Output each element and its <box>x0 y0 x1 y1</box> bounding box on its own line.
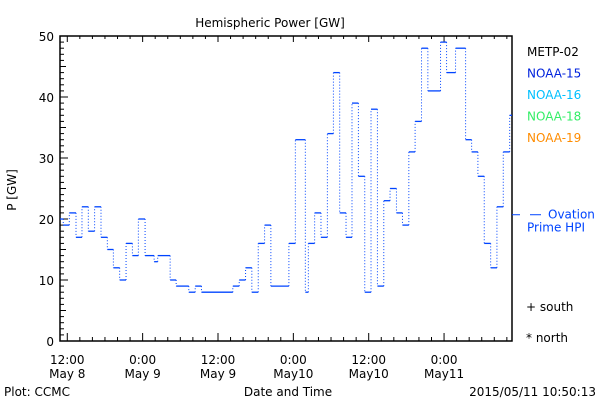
legend: METP-02 NOAA-15 NOAA-16 NOAA-18 NOAA-19 <box>527 45 581 145</box>
ovation-label-2: Prime HPI <box>527 221 585 235</box>
legend-entry: NOAA-19 <box>527 131 581 145</box>
x-tick-label-date: May 9 <box>125 367 161 381</box>
legend-entry: NOAA-16 <box>527 88 581 102</box>
plot-frame <box>59 35 513 342</box>
x-tick-label-time: 0:00 <box>129 353 156 367</box>
footer-timestamp: 2015/05/11 10:50:13 <box>469 385 596 399</box>
legend-entry: NOAA-15 <box>527 67 581 81</box>
x-tick-label-time: 0:00 <box>431 353 458 367</box>
footer-plot-credit: Plot: CCMC <box>4 385 70 399</box>
y-tick-label: 40 <box>39 91 54 105</box>
x-tick-label-date: May10 <box>349 367 389 381</box>
chart-title: Hemispheric Power [GW] <box>195 16 345 30</box>
legend-entry: METP-02 <box>527 45 579 59</box>
y-tick-label: 30 <box>39 152 54 166</box>
x-tick-label-time: 12:00 <box>50 353 85 367</box>
y-tick-label: 10 <box>39 274 54 288</box>
x-tick-label-time: 12:00 <box>201 353 236 367</box>
south-marker-label: + south <box>526 300 573 314</box>
north-marker-label: * north <box>526 331 568 345</box>
y-axis-label: P [GW] <box>5 169 19 211</box>
y-tick-label: 50 <box>39 30 54 44</box>
x-tick-label-date: May 9 <box>200 367 236 381</box>
y-tick-label: 20 <box>39 213 54 227</box>
x-tick-label-time: 12:00 <box>351 353 386 367</box>
x-tick-label-date: May 8 <box>49 367 85 381</box>
x-tick-label-time: 0:00 <box>280 353 307 367</box>
x-tick-label-date: May10 <box>273 367 313 381</box>
ovation-label: Ovation <box>548 208 595 222</box>
x-axis-label: Date and Time <box>244 385 332 399</box>
legend-entry: NOAA-18 <box>527 110 581 124</box>
y-axis-ticks: 0 10 20 30 40 50 <box>39 30 68 349</box>
x-tick-label-date: May11 <box>424 367 464 381</box>
y-tick-label: 0 <box>46 335 54 349</box>
series-noaa-15 <box>60 41 512 293</box>
